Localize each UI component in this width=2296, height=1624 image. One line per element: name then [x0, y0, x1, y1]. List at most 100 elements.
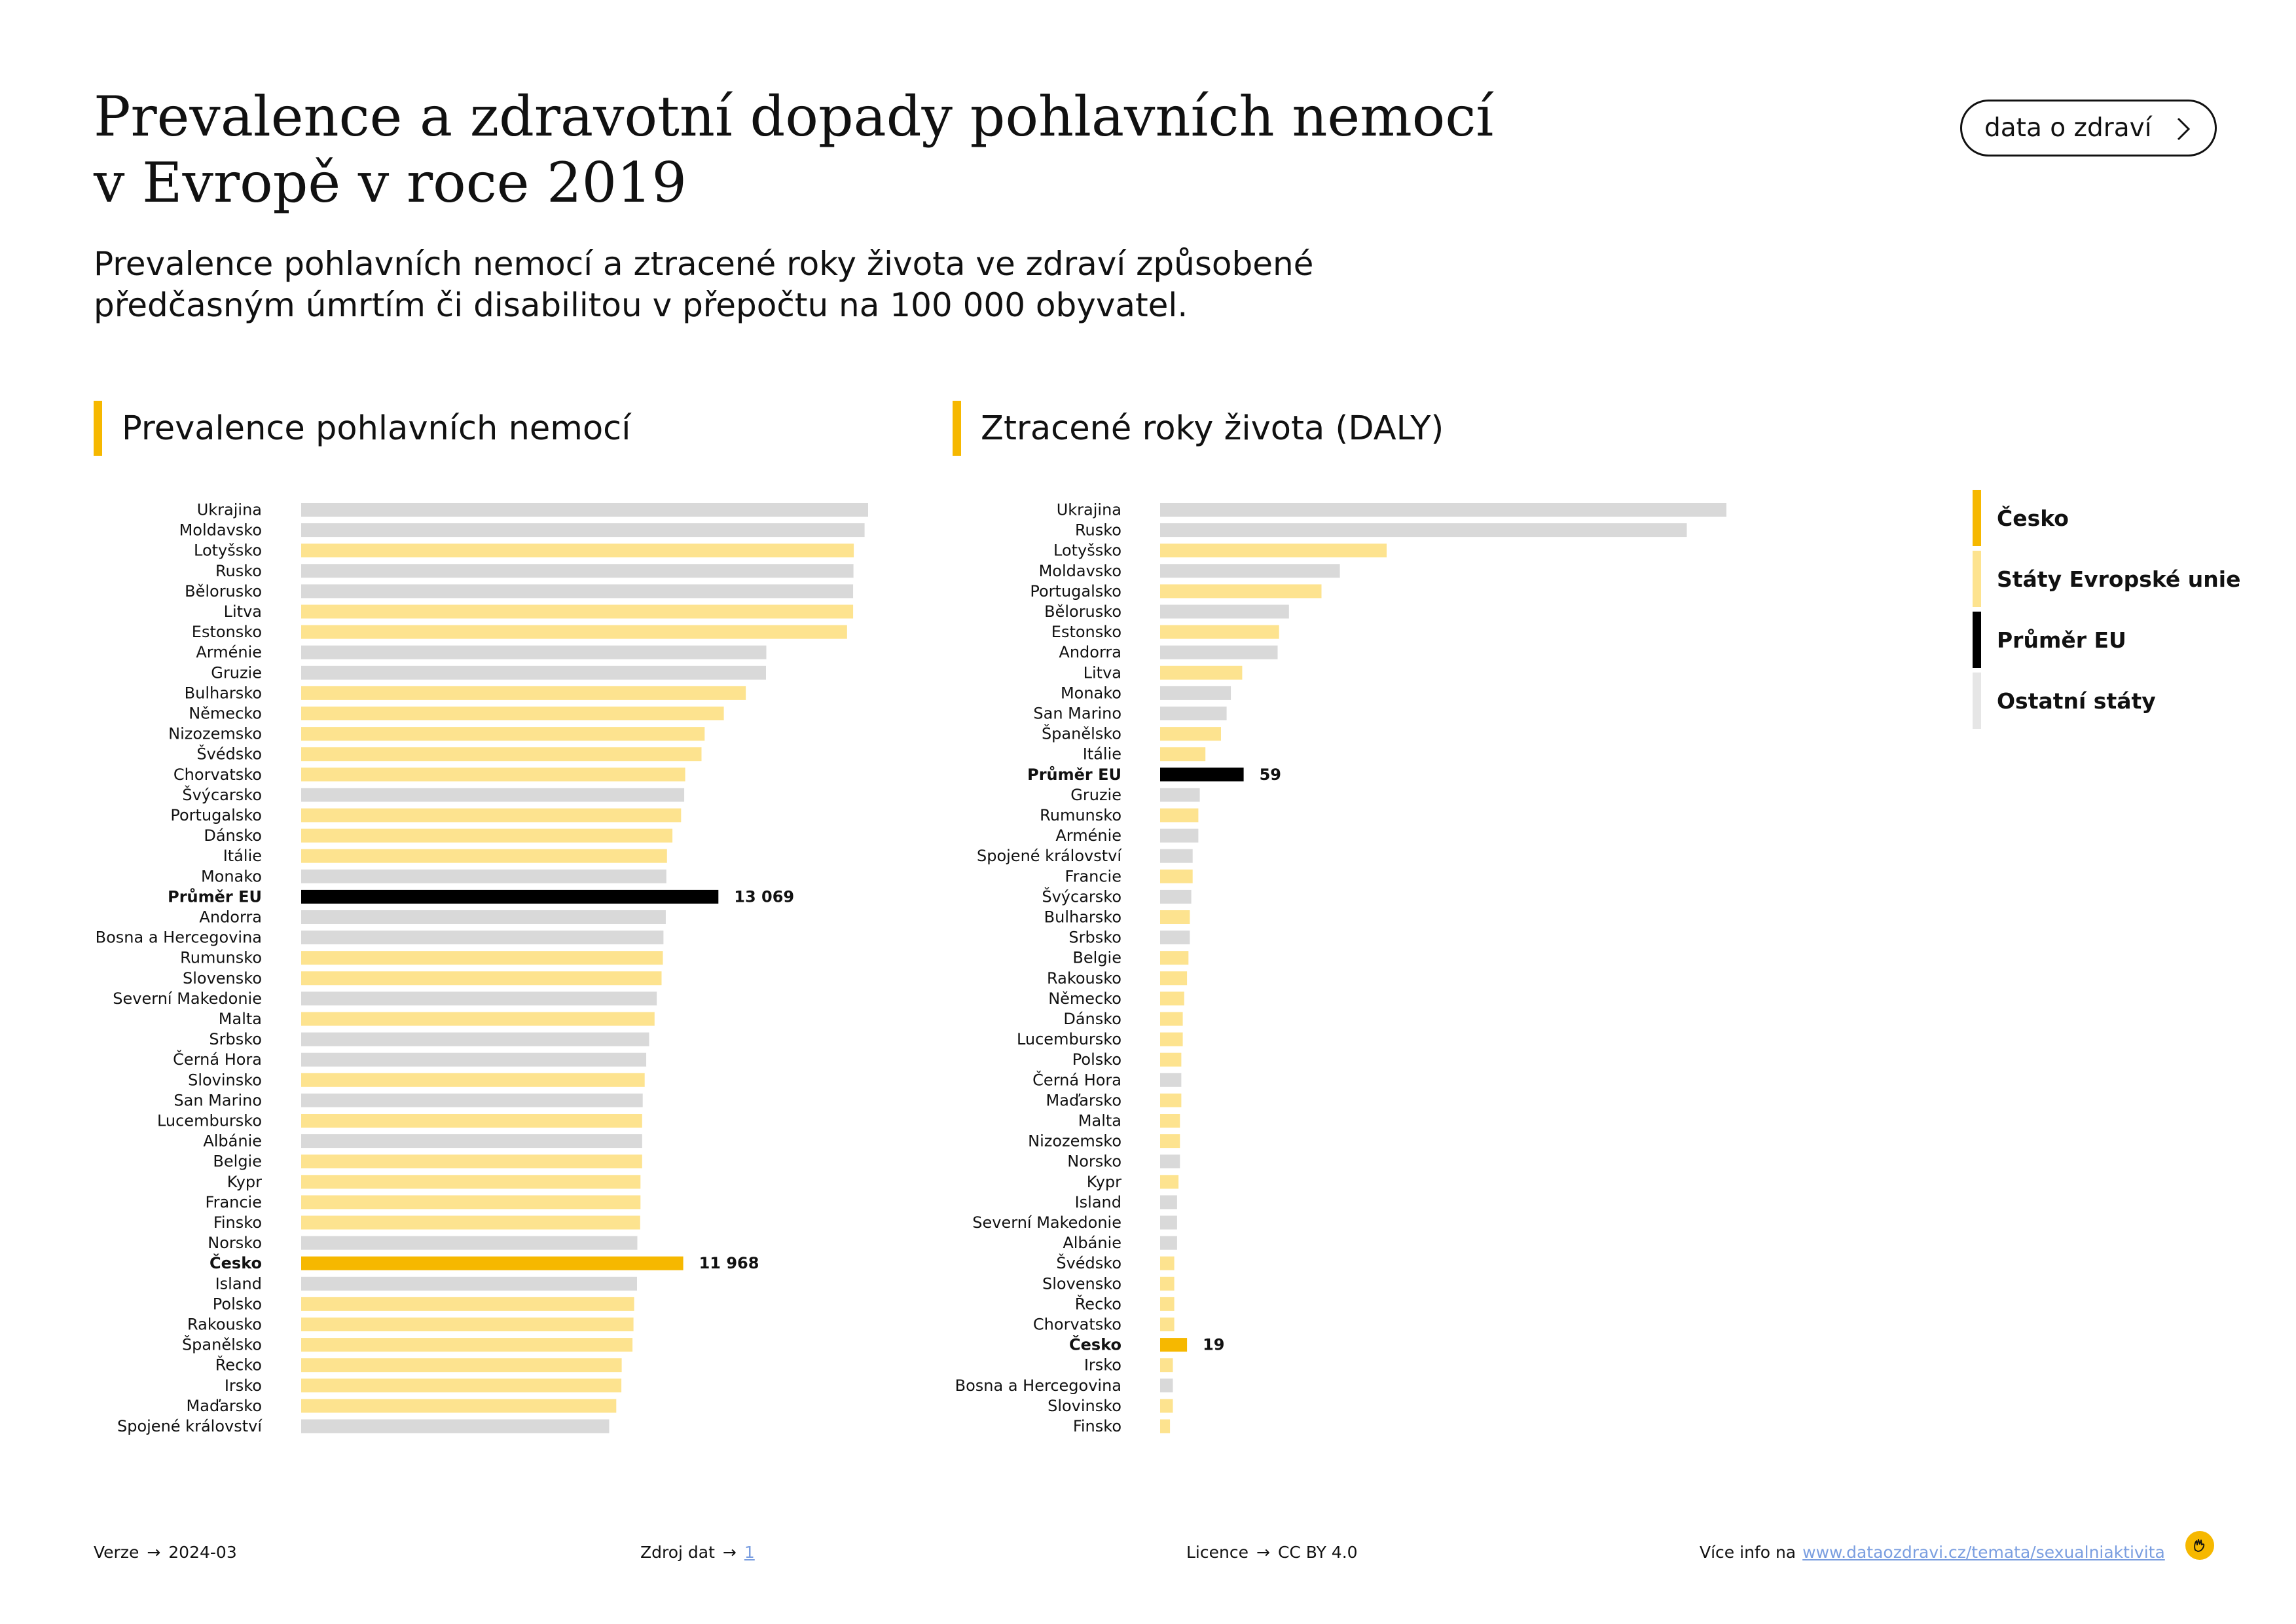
category-label-moldavsko: Moldavsko: [1039, 562, 1121, 580]
chevron-right-icon: [2177, 117, 2191, 141]
category-label-severni-makedonie: Severní Makedonie: [113, 989, 262, 1008]
source-link[interactable]: 1: [744, 1542, 755, 1562]
bar-cerna-hora: [301, 1052, 647, 1067]
bar-san-marino: [301, 1093, 643, 1107]
bar-francie: [301, 1195, 641, 1209]
bar-dansko: [1160, 1012, 1183, 1026]
category-label-nemecko: Německo: [189, 705, 262, 723]
prevalence-bar-chart: Ukrajina Moldavsko Lotyšsko Rusko Bělorusko L…: [96, 501, 868, 1435]
bar-rakousko: [1160, 971, 1188, 986]
bar-estonsko: [1160, 625, 1279, 639]
bar-lotyssko: [1160, 544, 1387, 558]
category-label-bosna-a-hercegovina: Bosna a Hercegovina: [955, 1376, 1121, 1395]
data-label-cesko: 19: [1203, 1336, 1224, 1354]
legend-label-other-states: Ostatní státy: [1997, 688, 2156, 714]
bar-island: [301, 1276, 637, 1291]
title-line-1: Prevalence a zdravotní dopady pohlavních…: [94, 84, 1494, 149]
category-label-rakousko: Rakousko: [1047, 969, 1121, 987]
category-label-gruzie: Gruzie: [1070, 786, 1121, 804]
bar-lotyssko: [301, 544, 854, 558]
category-label-nemecko: Německo: [1048, 989, 1121, 1008]
category-label-estonsko: Estonsko: [192, 623, 262, 641]
category-label-albanie: Albánie: [1063, 1234, 1121, 1252]
category-label-cerna-hora: Černá Hora: [173, 1049, 262, 1069]
more-info-link[interactable]: www.dataozdravi.cz/temata/sexualniaktivi…: [1802, 1542, 2165, 1562]
bar-gruzie: [1160, 788, 1200, 802]
bar-nemecko: [301, 707, 724, 720]
bar-madarsko: [301, 1399, 617, 1413]
bar-kypr: [301, 1175, 641, 1189]
prevalence-chart-title: Prevalence pohlavních nemocí: [122, 409, 631, 448]
category-label-bosna-a-hercegovina: Bosna a Hercegovina: [96, 929, 262, 947]
bar-gruzie: [301, 665, 766, 680]
daly-section-header: Ztracené roky života (DALY): [953, 401, 1444, 456]
category-label-rumunsko: Rumunsko: [180, 949, 262, 967]
category-label-malta: Malta: [1078, 1112, 1121, 1130]
category-label-rumunsko: Rumunsko: [1040, 806, 1121, 824]
footer-source: Zdroj dat → 1: [640, 1539, 755, 1565]
daly-chart-title: Ztracené roky života (DALY): [981, 409, 1444, 448]
bar-moldavsko: [301, 523, 865, 538]
category-label-malta: Malta: [219, 1010, 262, 1028]
page-subtitle: Prevalence pohlavních nemocí a ztracené …: [94, 244, 1599, 326]
bar-norsko: [1160, 1154, 1180, 1169]
bar-cesko: [1160, 1338, 1188, 1352]
category-label-madarsko: Maďarsko: [187, 1397, 262, 1415]
data-label-prumer-eu: 13 069: [734, 887, 794, 906]
bar-francie: [1160, 869, 1193, 883]
brand-logo-icon[interactable]: [2185, 1531, 2214, 1560]
legend-swatch-eu-average: [1973, 612, 1981, 668]
legend-item-eu-average: Průměr EU: [1973, 612, 2261, 668]
more-info-label: Více info na: [1700, 1542, 1796, 1562]
bar-bulharsko: [301, 686, 746, 700]
data-o-zdravi-button[interactable]: data o zdraví: [1960, 100, 2217, 157]
category-label-rusko: Rusko: [1075, 521, 1121, 540]
category-label-lotyssko: Lotyšsko: [1053, 542, 1121, 560]
bar-prumer-eu: [301, 889, 719, 904]
bar-portugalsko: [301, 808, 682, 822]
bar-dansko: [301, 828, 673, 843]
legend-swatch-other-states: [1973, 673, 1981, 729]
category-label-srbsko: Srbsko: [209, 1030, 262, 1048]
bar-nizozemsko: [1160, 1134, 1180, 1149]
category-label-svedsko: Švédsko: [196, 744, 262, 764]
bar-lucembursko: [301, 1114, 642, 1128]
bar-malta: [1160, 1114, 1180, 1128]
category-label-spojene-kralovstvi: Spojené království: [977, 847, 1122, 865]
source-label: Zdroj dat: [640, 1542, 715, 1562]
category-label-ukrajina: Ukrajina: [197, 501, 262, 519]
category-label-nizozemsko: Nizozemsko: [168, 725, 262, 743]
category-label-albanie: Albánie: [203, 1132, 262, 1151]
bar-cerna-hora: [1160, 1073, 1182, 1087]
category-label-spanelsko: Španělsko: [1042, 724, 1121, 743]
license-value: CC BY 4.0: [1277, 1542, 1358, 1562]
category-label-prumer-eu: Průměr EU: [168, 887, 262, 906]
bar-srbsko: [301, 1032, 649, 1046]
bar-polsko: [301, 1297, 634, 1311]
bar-slovinsko: [301, 1073, 645, 1087]
category-label-cesko: Česko: [210, 1253, 262, 1272]
legend-label-eu-states: Státy Evropské unie: [1997, 566, 2241, 592]
legend-swatch-cesko: [1973, 490, 1981, 546]
category-label-portugalsko: Portugalsko: [170, 806, 262, 824]
prevalence-section-header: Prevalence pohlavních nemocí: [94, 401, 630, 456]
category-label-slovinsko: Slovinsko: [188, 1071, 262, 1089]
bar-kypr: [1160, 1175, 1179, 1189]
bar-belgie: [301, 1154, 642, 1169]
bar-spojene-kralovstvi: [301, 1419, 610, 1433]
bar-severni-makedonie: [301, 991, 657, 1006]
category-label-polsko: Polsko: [1072, 1050, 1121, 1069]
category-label-estonsko: Estonsko: [1051, 623, 1121, 641]
arrow-right-icon: →: [147, 1542, 161, 1562]
category-label-lotyssko: Lotyšsko: [194, 542, 262, 560]
bar-ukrajina: [1160, 503, 1726, 517]
bar-albanie: [301, 1134, 642, 1149]
bar-svycarsko: [1160, 889, 1192, 904]
category-label-armenie: Arménie: [1055, 826, 1121, 845]
bar-finsko: [1160, 1419, 1171, 1433]
legend-swatch-eu-states: [1973, 551, 1981, 607]
category-label-finsko: Finsko: [1073, 1417, 1121, 1435]
bar-lucembursko: [1160, 1032, 1183, 1046]
bar-monako: [301, 869, 666, 883]
bar-estonsko: [301, 625, 847, 639]
